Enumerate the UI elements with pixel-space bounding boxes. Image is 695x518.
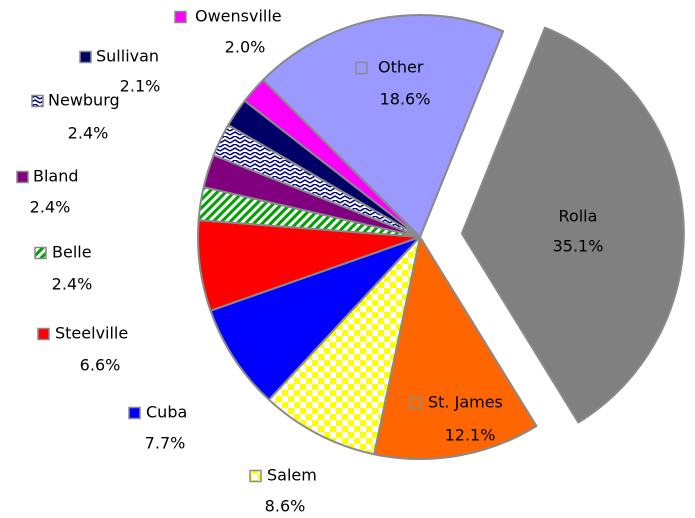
slice-value-label: 6.6%: [80, 356, 121, 375]
slice-value-label: 2.4%: [30, 198, 71, 217]
pie-slice: [460, 26, 685, 424]
legend-key: [37, 327, 50, 341]
legend-key: [128, 406, 141, 420]
pie-slice: [209, 236, 421, 401]
slice-value-label: 7.7%: [145, 434, 186, 453]
slice-value-label: 12.1%: [445, 426, 496, 445]
slice-label: Salem: [267, 466, 317, 485]
slice-label: Sullivan: [96, 47, 159, 66]
legend-key: [174, 10, 187, 24]
slice-value-label: 8.6%: [265, 497, 306, 516]
slice-value-label: 35.1%: [553, 237, 604, 256]
slice-value-label: 2.1%: [120, 77, 161, 96]
slice-value-label: 2.4%: [68, 124, 109, 143]
legend-key: [249, 469, 262, 483]
slice-label: Cuba: [146, 403, 187, 422]
pie-slice: [262, 14, 505, 238]
legend-key: [79, 50, 92, 64]
slice-label: St. James: [428, 393, 503, 412]
slice-label: Rolla: [559, 207, 598, 226]
slice-label: Bland: [33, 167, 79, 186]
slice-label: Owensville: [195, 7, 282, 26]
pie-slice: [267, 236, 421, 456]
slice-value-label: 18.6%: [380, 90, 431, 109]
legend-key: [409, 396, 422, 410]
legend-key: [16, 170, 29, 184]
slice-label: Other: [378, 58, 424, 77]
legend-key: [34, 246, 47, 260]
slice-value-label: 2.0%: [225, 38, 266, 57]
slice-value-label: 2.4%: [52, 275, 93, 294]
slice-label: Newburg: [48, 91, 120, 110]
slice-label: Belle: [52, 243, 92, 262]
slice-label: Steelville: [55, 324, 128, 343]
legend-key: [31, 94, 44, 108]
legend-key: [355, 61, 368, 75]
